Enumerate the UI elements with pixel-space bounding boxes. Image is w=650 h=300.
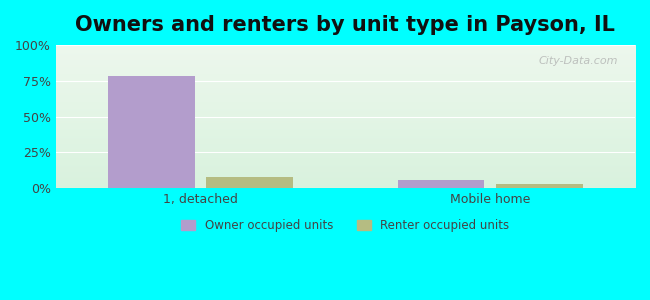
Legend: Owner occupied units, Renter occupied units: Owner occupied units, Renter occupied un… <box>177 214 514 237</box>
Bar <box>108 76 195 188</box>
Title: Owners and renters by unit type in Payson, IL: Owners and renters by unit type in Payso… <box>75 15 616 35</box>
Text: City-Data.com: City-Data.com <box>538 56 617 66</box>
Bar <box>398 179 484 188</box>
Bar <box>206 177 293 188</box>
Bar <box>496 184 583 188</box>
